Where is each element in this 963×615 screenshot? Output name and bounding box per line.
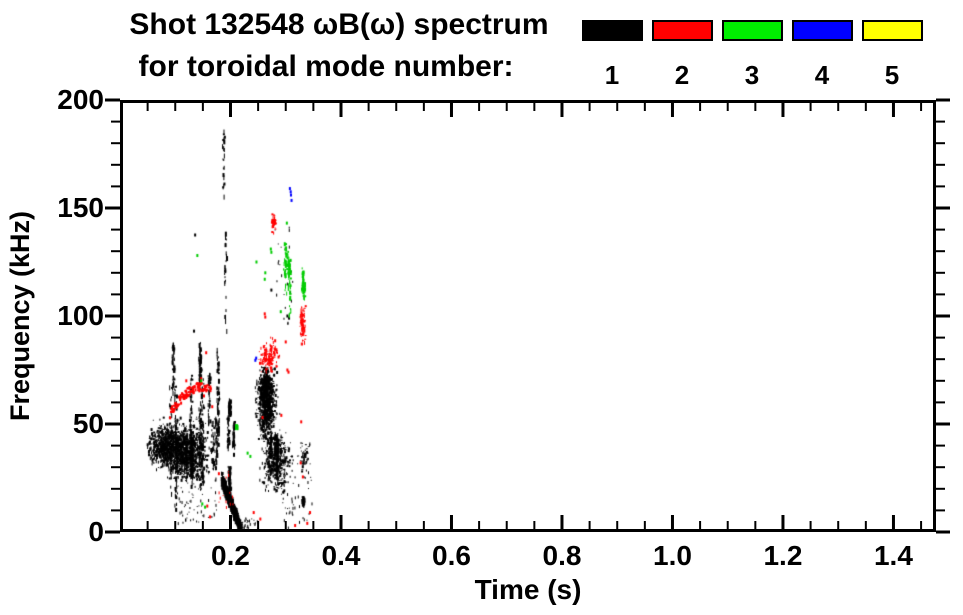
x-tick-label-1.2: 1.2 bbox=[763, 540, 803, 571]
y-tick-label-200: 200 bbox=[57, 84, 104, 115]
y-tick-label-100: 100 bbox=[57, 300, 104, 331]
x-axis-label: Time (s) bbox=[474, 574, 582, 605]
x-tick-label-0.4: 0.4 bbox=[321, 540, 361, 571]
x-tick-label-0.8: 0.8 bbox=[542, 540, 582, 571]
x-tick-label-0.6: 0.6 bbox=[432, 540, 471, 571]
y-tick-label-150: 150 bbox=[57, 192, 104, 223]
y-tick-label-0: 0 bbox=[88, 516, 104, 547]
x-tick-label-1.4: 1.4 bbox=[873, 540, 913, 571]
x-tick-label-0.2: 0.2 bbox=[211, 540, 250, 571]
y-tick-label-50: 50 bbox=[72, 408, 104, 439]
plot-frame bbox=[120, 100, 936, 532]
x-tick-label-1.0: 1.0 bbox=[653, 540, 692, 571]
